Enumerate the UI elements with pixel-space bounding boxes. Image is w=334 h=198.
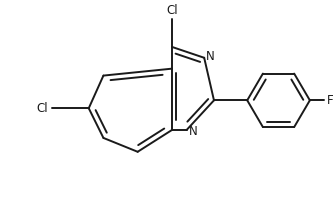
Text: N: N [206, 50, 215, 63]
Text: F: F [326, 94, 333, 107]
Text: N: N [188, 125, 197, 137]
Text: Cl: Cl [36, 102, 48, 115]
Text: Cl: Cl [166, 4, 178, 17]
